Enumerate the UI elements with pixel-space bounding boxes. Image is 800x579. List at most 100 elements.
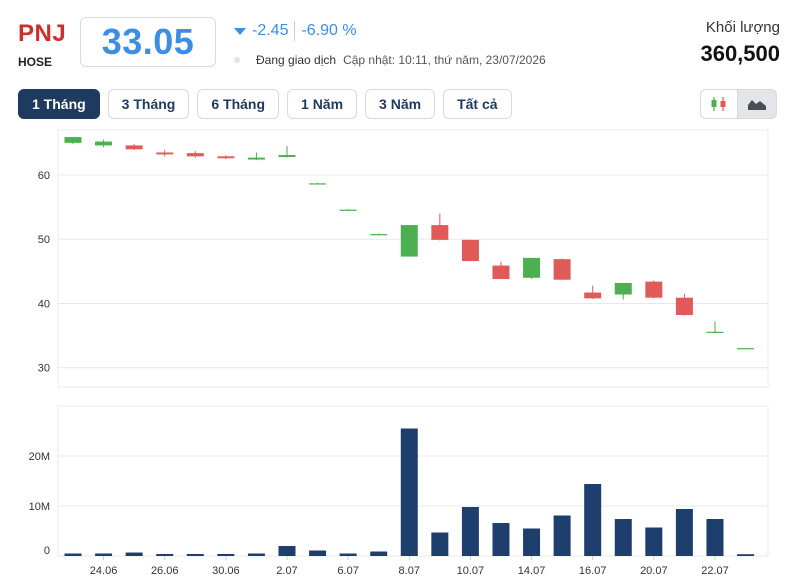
candle: [247, 152, 265, 161]
candle: [492, 261, 510, 280]
candle: [339, 209, 357, 211]
candle: [614, 282, 632, 300]
candle: [461, 239, 479, 262]
candle: [370, 233, 388, 236]
volume-bar: [584, 484, 602, 556]
candle: [309, 182, 327, 185]
candle-body: [675, 297, 693, 316]
volume-bar: [737, 554, 755, 556]
price-change-percent: -6.90 %: [301, 22, 357, 39]
date-tick-label: 8.07: [399, 565, 420, 577]
candle-body: [737, 348, 755, 350]
date-tick-label: 26.06: [151, 565, 179, 577]
candle: [523, 257, 541, 280]
volume-bar: [95, 553, 113, 556]
trading-status: Đang giao dịch: [256, 53, 337, 67]
volume-bar: [400, 428, 418, 556]
candle-body: [156, 152, 174, 155]
volume-bar: [675, 509, 693, 556]
candle-body: [492, 265, 510, 280]
candle-body: [706, 331, 724, 333]
volume-bar: [553, 515, 571, 556]
candle-body: [186, 153, 204, 157]
price-tick-label: 40: [38, 298, 50, 310]
date-axis: 24.06 26.06 30.06 2.07 6.07 8.07 10.07 14.07 16.…: [90, 556, 729, 577]
tab-1-year[interactable]: 1 Năm: [287, 89, 358, 119]
candle: [186, 151, 204, 158]
price-box: 33.05: [80, 17, 216, 67]
volume-bar: [278, 546, 296, 556]
volume-value: 360,500: [700, 41, 780, 66]
candle: [64, 137, 82, 145]
candle-body: [278, 155, 296, 157]
date-tick-label: 22.07: [701, 565, 729, 577]
price-change: -2.45: [252, 22, 289, 39]
current-price: 33.05: [101, 21, 195, 62]
volume-tick-label: 10M: [29, 501, 50, 513]
date-tick-label: 20.07: [640, 565, 668, 577]
date-tick-label: 10.07: [457, 565, 485, 577]
candle-body: [95, 141, 113, 146]
volume-bar: [156, 554, 174, 556]
candle-body: [309, 183, 327, 185]
volume-bar: [247, 553, 265, 556]
update-time: Cập nhật: 10:11, thứ năm, 23/07/2026: [343, 53, 546, 67]
period-tabs: 1 Tháng 3 Tháng 6 Tháng 1 Năm 3 Năm Tất …: [18, 89, 520, 119]
date-tick-label: 14.07: [518, 565, 546, 577]
date-tick-label: 2.07: [276, 565, 297, 577]
candle: [645, 280, 663, 299]
price-tick-label: 30: [38, 363, 50, 375]
candle-body: [645, 281, 663, 298]
candle: [278, 146, 296, 158]
area-chart-icon: [748, 100, 766, 110]
tab-1-month[interactable]: 1 Tháng: [18, 89, 100, 119]
candlestick-icon: [711, 97, 726, 111]
volume-bar: [370, 551, 388, 556]
candle: [737, 347, 755, 350]
volume-bar: [309, 550, 327, 556]
tab-3-years[interactable]: 3 Năm: [365, 89, 436, 119]
volume-bar: [64, 553, 82, 556]
ticker-symbol: PNJ: [18, 20, 67, 47]
candle: [95, 139, 113, 148]
price-change-row: -2.45 -6.90 %: [234, 21, 357, 41]
candle-body: [431, 225, 449, 240]
candle: [553, 258, 571, 281]
tab-6-months[interactable]: 6 Tháng: [197, 89, 280, 119]
volume-bar: [645, 527, 663, 556]
date-tick-label: 24.06: [90, 565, 118, 577]
volume-tick-label: 20M: [29, 451, 50, 463]
volume-bar: [461, 507, 479, 556]
candle: [706, 321, 724, 333]
area-toggle-button[interactable]: [737, 89, 777, 119]
date-tick-label: 16.07: [579, 565, 607, 577]
status-dot-icon: [234, 57, 240, 63]
volume-bar: [186, 554, 204, 556]
price-tick-label: 60: [38, 170, 50, 182]
tab-all[interactable]: Tất cả: [443, 89, 512, 119]
candlestick-toggle-button[interactable]: [700, 89, 738, 119]
exchange-label: HOSE: [18, 55, 53, 69]
candle-body: [584, 292, 602, 299]
candle: [584, 285, 602, 299]
candle: [400, 225, 418, 257]
date-tick-label: 6.07: [337, 565, 358, 577]
candle-body: [247, 157, 265, 160]
tab-3-months[interactable]: 3 Tháng: [107, 89, 190, 119]
candle-body: [614, 282, 632, 295]
candle-body: [461, 239, 479, 262]
status-row: Đang giao dịch Cập nhật: 10:11, thứ năm,…: [234, 53, 546, 67]
volume-label: Khối lượng: [705, 19, 780, 36]
volume-series: [64, 428, 755, 556]
down-triangle-icon: [234, 28, 246, 35]
volume-tick-label: 0: [44, 545, 50, 557]
candle-body: [400, 225, 418, 257]
candle: [217, 155, 235, 159]
candle-body: [553, 259, 571, 280]
candle: [156, 149, 174, 157]
price-panel-frame: [57, 129, 769, 388]
candlestick-series: [64, 137, 755, 350]
volume-bar: [339, 553, 357, 556]
price-grid: 30 40 50 60: [38, 129, 769, 388]
